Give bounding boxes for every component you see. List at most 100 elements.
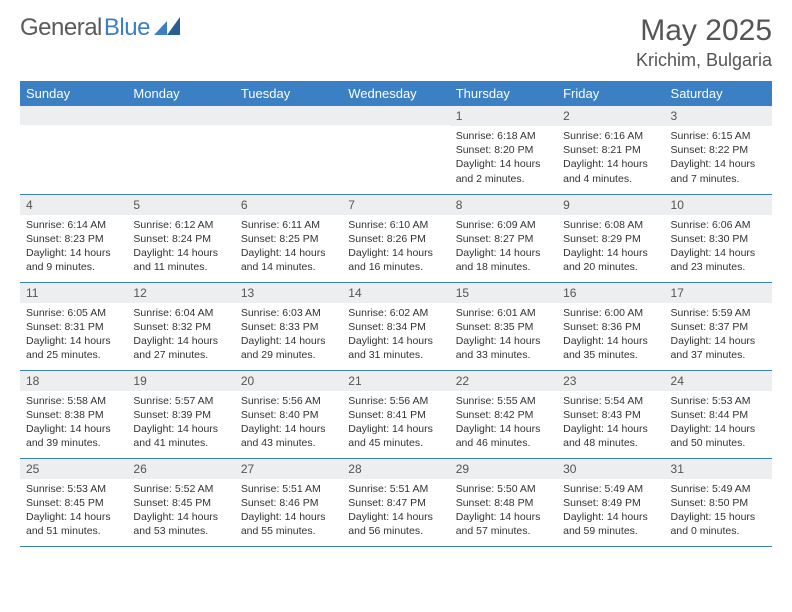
logo-text-2: Blue (104, 14, 150, 42)
day-number: 15 (450, 283, 557, 303)
calendar-cell: 14Sunrise: 6:02 AMSunset: 8:34 PMDayligh… (342, 282, 449, 370)
day-number: 5 (127, 195, 234, 215)
calendar-row: 1Sunrise: 6:18 AMSunset: 8:20 PMDaylight… (20, 106, 772, 194)
calendar-cell: 22Sunrise: 5:55 AMSunset: 8:42 PMDayligh… (450, 370, 557, 458)
day-body (127, 125, 234, 131)
day-number: 24 (665, 371, 772, 391)
logo-icon (154, 17, 180, 40)
day-number: 2 (557, 106, 664, 126)
day-body: Sunrise: 6:05 AMSunset: 8:31 PMDaylight:… (20, 303, 127, 366)
weekday-header: Tuesday (235, 81, 342, 106)
calendar-cell: 27Sunrise: 5:51 AMSunset: 8:46 PMDayligh… (235, 458, 342, 546)
calendar-cell: 12Sunrise: 6:04 AMSunset: 8:32 PMDayligh… (127, 282, 234, 370)
calendar-cell: 21Sunrise: 5:56 AMSunset: 8:41 PMDayligh… (342, 370, 449, 458)
calendar-cell (127, 106, 234, 194)
calendar-cell: 11Sunrise: 6:05 AMSunset: 8:31 PMDayligh… (20, 282, 127, 370)
calendar-cell: 4Sunrise: 6:14 AMSunset: 8:23 PMDaylight… (20, 194, 127, 282)
day-number: 14 (342, 283, 449, 303)
day-number: 21 (342, 371, 449, 391)
day-number: 31 (665, 459, 772, 479)
day-body: Sunrise: 6:16 AMSunset: 8:21 PMDaylight:… (557, 126, 664, 189)
calendar-cell: 28Sunrise: 5:51 AMSunset: 8:47 PMDayligh… (342, 458, 449, 546)
day-number: 10 (665, 195, 772, 215)
day-body: Sunrise: 5:58 AMSunset: 8:38 PMDaylight:… (20, 391, 127, 454)
calendar-cell: 7Sunrise: 6:10 AMSunset: 8:26 PMDaylight… (342, 194, 449, 282)
calendar-cell: 20Sunrise: 5:56 AMSunset: 8:40 PMDayligh… (235, 370, 342, 458)
calendar-cell: 15Sunrise: 6:01 AMSunset: 8:35 PMDayligh… (450, 282, 557, 370)
day-number: 23 (557, 371, 664, 391)
day-number (342, 106, 449, 125)
day-number: 29 (450, 459, 557, 479)
day-number: 30 (557, 459, 664, 479)
day-body: Sunrise: 5:49 AMSunset: 8:49 PMDaylight:… (557, 479, 664, 542)
calendar-cell: 24Sunrise: 5:53 AMSunset: 8:44 PMDayligh… (665, 370, 772, 458)
calendar-cell: 2Sunrise: 6:16 AMSunset: 8:21 PMDaylight… (557, 106, 664, 194)
day-number (235, 106, 342, 125)
title-block: May 2025 Krichim, Bulgaria (636, 14, 772, 71)
calendar-cell: 30Sunrise: 5:49 AMSunset: 8:49 PMDayligh… (557, 458, 664, 546)
day-number: 4 (20, 195, 127, 215)
calendar-cell: 17Sunrise: 5:59 AMSunset: 8:37 PMDayligh… (665, 282, 772, 370)
day-number: 3 (665, 106, 772, 126)
calendar-cell: 23Sunrise: 5:54 AMSunset: 8:43 PMDayligh… (557, 370, 664, 458)
location: Krichim, Bulgaria (636, 50, 772, 71)
day-number (20, 106, 127, 125)
calendar-cell: 8Sunrise: 6:09 AMSunset: 8:27 PMDaylight… (450, 194, 557, 282)
day-number: 7 (342, 195, 449, 215)
day-body: Sunrise: 6:09 AMSunset: 8:27 PMDaylight:… (450, 215, 557, 278)
day-body: Sunrise: 5:49 AMSunset: 8:50 PMDaylight:… (665, 479, 772, 542)
day-body: Sunrise: 6:10 AMSunset: 8:26 PMDaylight:… (342, 215, 449, 278)
day-number: 9 (557, 195, 664, 215)
day-number: 22 (450, 371, 557, 391)
calendar-cell: 6Sunrise: 6:11 AMSunset: 8:25 PMDaylight… (235, 194, 342, 282)
day-body: Sunrise: 6:15 AMSunset: 8:22 PMDaylight:… (665, 126, 772, 189)
day-body: Sunrise: 6:02 AMSunset: 8:34 PMDaylight:… (342, 303, 449, 366)
day-body: Sunrise: 6:18 AMSunset: 8:20 PMDaylight:… (450, 126, 557, 189)
day-body: Sunrise: 5:54 AMSunset: 8:43 PMDaylight:… (557, 391, 664, 454)
calendar-cell: 10Sunrise: 6:06 AMSunset: 8:30 PMDayligh… (665, 194, 772, 282)
day-body (20, 125, 127, 131)
day-number: 28 (342, 459, 449, 479)
day-number: 12 (127, 283, 234, 303)
day-number: 16 (557, 283, 664, 303)
day-number: 17 (665, 283, 772, 303)
day-body (342, 125, 449, 131)
calendar-cell: 29Sunrise: 5:50 AMSunset: 8:48 PMDayligh… (450, 458, 557, 546)
day-body: Sunrise: 6:00 AMSunset: 8:36 PMDaylight:… (557, 303, 664, 366)
day-body: Sunrise: 5:50 AMSunset: 8:48 PMDaylight:… (450, 479, 557, 542)
day-body: Sunrise: 6:14 AMSunset: 8:23 PMDaylight:… (20, 215, 127, 278)
weekday-header: Monday (127, 81, 234, 106)
page-title: May 2025 (636, 14, 772, 48)
day-body: Sunrise: 5:59 AMSunset: 8:37 PMDaylight:… (665, 303, 772, 366)
calendar-cell: 5Sunrise: 6:12 AMSunset: 8:24 PMDaylight… (127, 194, 234, 282)
day-body: Sunrise: 5:56 AMSunset: 8:40 PMDaylight:… (235, 391, 342, 454)
logo: GeneralBlue (20, 14, 180, 42)
calendar-cell: 16Sunrise: 6:00 AMSunset: 8:36 PMDayligh… (557, 282, 664, 370)
day-number: 25 (20, 459, 127, 479)
weekday-header: Wednesday (342, 81, 449, 106)
day-number: 26 (127, 459, 234, 479)
calendar-body: 1Sunrise: 6:18 AMSunset: 8:20 PMDaylight… (20, 106, 772, 546)
day-number: 13 (235, 283, 342, 303)
day-body (235, 125, 342, 131)
day-body: Sunrise: 5:51 AMSunset: 8:47 PMDaylight:… (342, 479, 449, 542)
calendar-cell: 13Sunrise: 6:03 AMSunset: 8:33 PMDayligh… (235, 282, 342, 370)
day-body: Sunrise: 5:51 AMSunset: 8:46 PMDaylight:… (235, 479, 342, 542)
day-number: 20 (235, 371, 342, 391)
calendar-row: 18Sunrise: 5:58 AMSunset: 8:38 PMDayligh… (20, 370, 772, 458)
day-number: 19 (127, 371, 234, 391)
day-number: 1 (450, 106, 557, 126)
calendar-row: 11Sunrise: 6:05 AMSunset: 8:31 PMDayligh… (20, 282, 772, 370)
calendar-cell: 31Sunrise: 5:49 AMSunset: 8:50 PMDayligh… (665, 458, 772, 546)
calendar-row: 25Sunrise: 5:53 AMSunset: 8:45 PMDayligh… (20, 458, 772, 546)
weekday-header: Friday (557, 81, 664, 106)
calendar-cell: 3Sunrise: 6:15 AMSunset: 8:22 PMDaylight… (665, 106, 772, 194)
header: GeneralBlue May 2025 Krichim, Bulgaria (20, 14, 772, 71)
day-body: Sunrise: 6:12 AMSunset: 8:24 PMDaylight:… (127, 215, 234, 278)
day-number: 18 (20, 371, 127, 391)
day-body: Sunrise: 5:56 AMSunset: 8:41 PMDaylight:… (342, 391, 449, 454)
day-body: Sunrise: 6:03 AMSunset: 8:33 PMDaylight:… (235, 303, 342, 366)
day-number: 27 (235, 459, 342, 479)
calendar-cell: 18Sunrise: 5:58 AMSunset: 8:38 PMDayligh… (20, 370, 127, 458)
day-number (127, 106, 234, 125)
